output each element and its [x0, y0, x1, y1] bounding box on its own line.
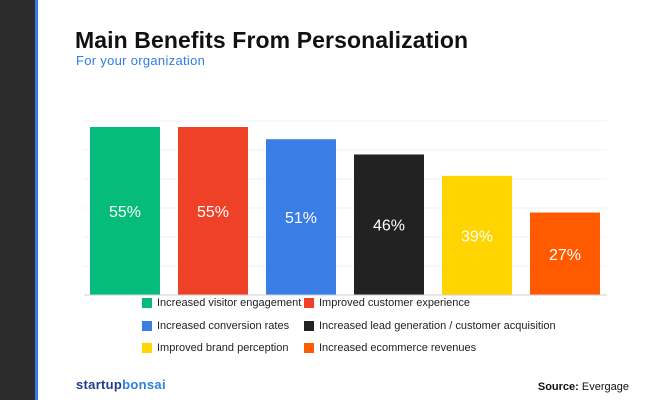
legend-label: Increased conversion rates: [157, 320, 290, 332]
legend-swatch: [142, 321, 152, 331]
legend-label: Improved customer experience: [319, 297, 471, 309]
bar-6: [530, 212, 600, 295]
source-label: Source:: [537, 381, 579, 393]
bar-value-label-6: 27%: [549, 247, 581, 264]
legend-swatch: [304, 298, 314, 308]
bar-value-label-5: 39%: [461, 228, 493, 245]
legend-swatch: [142, 343, 152, 353]
bar-1: [90, 127, 160, 295]
grid-lines: [84, 120, 607, 267]
bar-value-label-3: 51%: [285, 210, 317, 227]
legend-label: Increased visitor engagement: [157, 297, 302, 309]
legend-item-lead-generation: Increased lead generation / customer acq…: [304, 319, 556, 333]
brand-logo-part1: startup: [76, 377, 123, 392]
bar-value-label-2: 55%: [197, 204, 229, 221]
left-accent-line: [35, 0, 38, 400]
bar-4: [354, 154, 424, 295]
legend-label: Improved brand perception: [157, 342, 289, 354]
legend-item-conversion-rates: Increased conversion rates: [142, 319, 289, 333]
bar-2: [178, 127, 248, 295]
legend-swatch: [304, 321, 314, 331]
chart-title: Main Benefits From Personalization: [75, 27, 469, 53]
bar-3: [266, 139, 336, 295]
bars: [90, 127, 600, 295]
value-labels: 55% 55% 51% 46% 39% 27%: [109, 204, 581, 264]
brand-logo-part2: bonsai: [122, 377, 166, 392]
legend-label: Increased ecommerce revenues: [319, 342, 477, 354]
legend: Increased visitor engagement Improved cu…: [142, 296, 562, 360]
left-dark-strip: [0, 0, 35, 400]
legend-label: Increased lead generation / customer acq…: [319, 320, 556, 332]
legend-swatch: [304, 343, 314, 353]
legend-item-visitor-engagement: Increased visitor engagement: [142, 296, 301, 310]
legend-item-customer-experience: Improved customer experience: [304, 296, 470, 310]
brand-logo: startupbonsai: [76, 377, 166, 392]
legend-swatch: [142, 298, 152, 308]
source-credit: Source: Evergage: [538, 381, 629, 393]
bar-value-label-1: 55%: [109, 204, 141, 221]
legend-item-brand-perception: Improved brand perception: [142, 341, 288, 355]
legend-item-ecommerce-revenues: Increased ecommerce revenues: [304, 341, 476, 355]
source-value: Evergage: [581, 381, 629, 393]
bar-5: [442, 175, 512, 295]
bar-value-label-4: 46%: [373, 218, 405, 235]
chart-subtitle: For your organization: [76, 53, 206, 68]
